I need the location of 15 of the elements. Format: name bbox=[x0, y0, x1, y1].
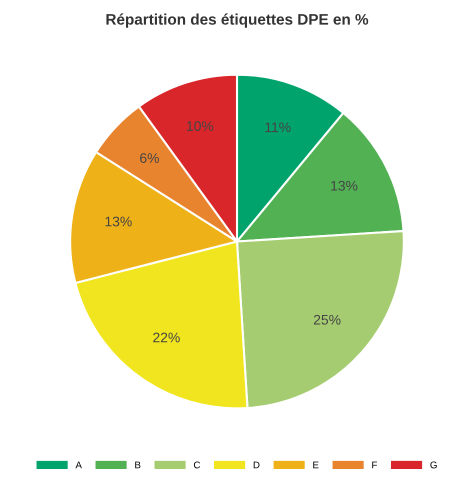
data-label: 10% bbox=[187, 121, 214, 131]
legend-label: E bbox=[313, 462, 319, 468]
legend-label: B bbox=[135, 462, 140, 468]
data-label: 25% bbox=[314, 314, 341, 325]
legend-label: D bbox=[254, 462, 260, 468]
data-label: 13% bbox=[331, 180, 358, 191]
legend-label: G bbox=[430, 461, 437, 468]
chart-title: Répartition des étiquettes DPE en % bbox=[106, 13, 368, 28]
data-label: 13% bbox=[106, 216, 132, 226]
legend-label: A bbox=[75, 462, 82, 468]
legend-label: C bbox=[194, 461, 200, 468]
data-label: 22% bbox=[153, 332, 180, 342]
data-label: 6% bbox=[140, 153, 159, 163]
data-label: 11% bbox=[265, 122, 291, 132]
legend-label: F bbox=[372, 462, 377, 468]
